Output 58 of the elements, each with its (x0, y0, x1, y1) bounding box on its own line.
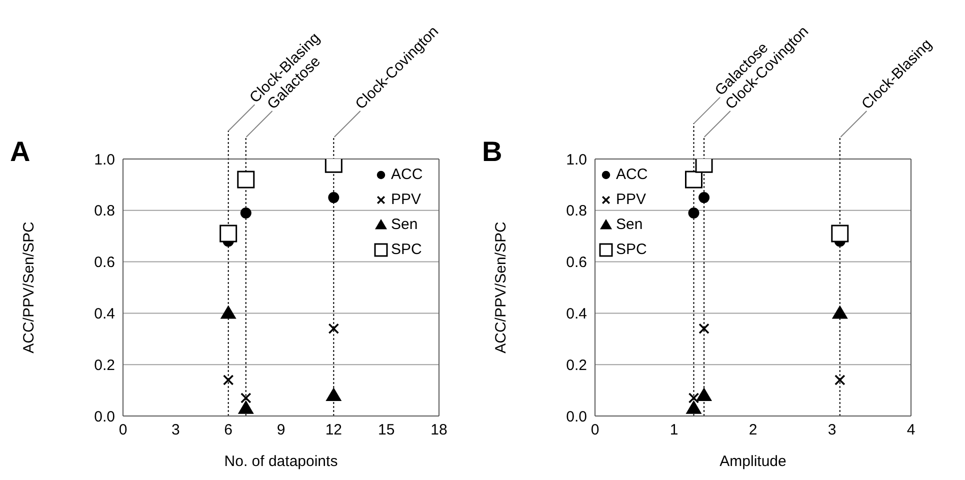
y-tick-label: 0.8 (94, 202, 115, 220)
point (328, 192, 340, 204)
point (237, 170, 255, 188)
text: A (10, 136, 30, 168)
legend-label: Sen (391, 216, 418, 233)
x-tick-label: 15 (378, 422, 395, 439)
legend-label: ACC (391, 166, 423, 183)
point (698, 323, 710, 334)
y-tick-label: 0.2 (94, 356, 115, 374)
x-tick-label: 2 (748, 422, 758, 439)
y-tick-label: 0.6 (94, 254, 115, 272)
legend-label: PPV (616, 191, 646, 208)
point (686, 400, 702, 414)
y-tick-label: 0.4 (94, 306, 115, 323)
y-axis-title: ACC/PPV/Sen/SPC (20, 221, 38, 354)
y-tick-label: 0.2 (566, 356, 587, 374)
legend-label: SPC (616, 241, 647, 258)
point (698, 192, 710, 204)
x-tick-label: 9 (276, 422, 286, 439)
point (688, 207, 700, 218)
point (326, 387, 342, 402)
point (328, 323, 340, 334)
x-tick-label: 6 (224, 422, 233, 439)
point (240, 207, 252, 218)
legend-label: PPV (391, 191, 422, 208)
y-axis-title: ACC/PPV/Sen/SPC (492, 221, 510, 354)
point (696, 387, 712, 402)
x-axis-title: Amplitude (720, 453, 786, 470)
y-tick-label: 0.4 (566, 306, 587, 323)
point (832, 305, 848, 319)
legend-label: SPC (391, 241, 422, 258)
x-tick-label: 18 (430, 422, 448, 439)
y-tick-label: 1.0 (94, 151, 115, 168)
legend-label: Sen (616, 216, 643, 233)
x-axis-title: No. of datapoints (224, 453, 338, 470)
x-tick-label: 3 (171, 422, 180, 439)
point (834, 374, 846, 386)
point (222, 374, 234, 386)
text: B (482, 136, 502, 168)
legend-label: ACC (616, 166, 648, 183)
x-tick-label: 0 (590, 422, 600, 439)
point (240, 392, 252, 404)
x-tick-label: 12 (325, 422, 342, 439)
point (220, 305, 236, 319)
point (831, 224, 849, 242)
y-tick-label: 0.0 (566, 408, 587, 426)
x-tick-label: 1 (670, 422, 678, 439)
x-tick-label: 0 (118, 422, 128, 439)
point (238, 400, 254, 414)
point (685, 170, 702, 188)
y-tick-label: 0.8 (566, 202, 587, 220)
x-tick-label: 3 (828, 422, 836, 439)
y-tick-label: 0.6 (566, 254, 587, 272)
point (220, 224, 238, 242)
x-tick-label: 4 (906, 422, 916, 439)
point (688, 392, 700, 404)
y-tick-label: 1.0 (566, 151, 587, 168)
y-tick-label: 0.0 (94, 408, 115, 426)
